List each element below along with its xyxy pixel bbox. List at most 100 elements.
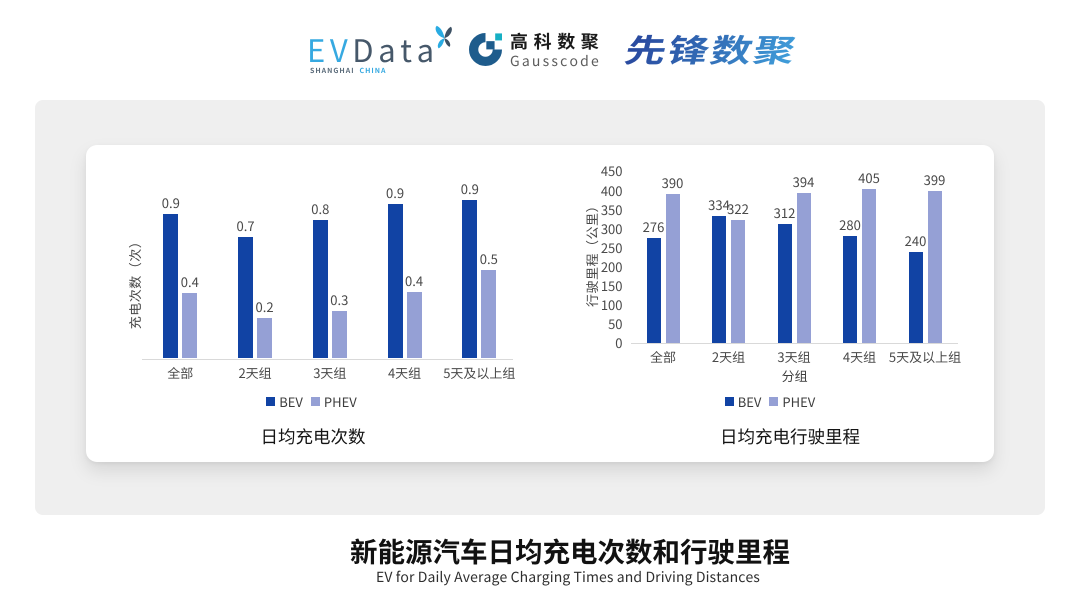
gausscode-logo: 高科数聚 Gausscode [469, 28, 605, 71]
bar-value-label: 394 [792, 171, 815, 191]
bar-value-label: 322 [727, 199, 749, 219]
footer-title: 新能源汽车日均充电次数和行驶里程 [350, 530, 790, 570]
evdata-logo: EVData SHANGHAI CHINA [307, 32, 439, 77]
chart-legend: BEV PHEV [650, 394, 890, 410]
evdata-data-text: Data [352, 26, 439, 71]
bar-bev-5 [462, 200, 478, 359]
category-label: 4天组 [387, 362, 422, 382]
legend-swatch-icon [769, 397, 779, 406]
evdata-shanghai-text: SHANGHAI [310, 66, 355, 76]
bar-value-label: 276 [642, 216, 665, 236]
category-label: 3天组 [313, 362, 347, 382]
footer-subtitle: EV for Daily Average Charging Times and … [376, 567, 760, 587]
category-label: 2天组 [238, 362, 272, 382]
bar-value-label: 0.4 [180, 272, 199, 292]
x-axis-line [630, 343, 958, 345]
legend-swatch-icon [310, 397, 320, 406]
bar-value-label: 0.8 [311, 199, 330, 219]
y-tick-label: 250 [600, 237, 623, 257]
bar-phev-3 [796, 192, 811, 344]
category-label: 全部 [649, 347, 676, 366]
bar-value-label: 0.4 [405, 271, 424, 291]
xianfeng-text: 先锋数聚 [620, 24, 803, 72]
bar-bev-2 [238, 237, 254, 359]
legend-label: BEV [737, 391, 762, 411]
bar-phev-3 [331, 310, 347, 359]
bar-bev-1 [646, 237, 661, 344]
category-label: 2天组 [711, 347, 746, 366]
y-tick-label: 200 [600, 256, 623, 276]
legend-item-bev: BEV [266, 391, 303, 411]
y-tick-label: 0 [615, 333, 623, 353]
bar-value-label: 399 [923, 169, 946, 189]
gausscode-latin-text: Gausscode [510, 51, 601, 71]
bar-value-label: 0.9 [161, 192, 180, 212]
bar-value-label: 0.9 [460, 179, 479, 199]
legend-label: BEV [279, 391, 303, 411]
y-tick-label: 50 [608, 314, 623, 334]
legend-item-bev: BEV [724, 391, 762, 411]
chart-title-1: 日均充电次数 [260, 423, 366, 449]
evdata-wordmark: EVData [307, 32, 439, 66]
y-tick-label: 100 [600, 295, 623, 315]
bar-phev-1 [182, 293, 198, 359]
y-axis-title: 充电次数（次） [125, 234, 144, 329]
bar-value-label: 390 [661, 173, 684, 193]
chart-title-2: 日均充电行驶里程 [720, 423, 860, 449]
y-tick-label: 150 [600, 276, 623, 295]
xianfeng-logo: 先锋数聚 [621, 25, 803, 72]
chart-legend: BEV PHEV [192, 394, 432, 410]
pinwheel-icon [435, 25, 452, 49]
category-label: 5天及以上组 [443, 362, 516, 382]
x-axis-title: 分组 [781, 365, 808, 385]
bar-value-label: 240 [904, 230, 927, 250]
bar-value-label: 334 [708, 194, 730, 214]
bar-phev-5 [481, 270, 497, 359]
bar-value-label: 312 [773, 203, 796, 223]
category-label: 4天组 [842, 347, 877, 366]
legend-item-phev: PHEV [769, 391, 816, 411]
bar-phev-5 [927, 190, 942, 344]
bar-bev-3 [777, 224, 792, 344]
gausscode-cjk-text: 高科数聚 [510, 28, 605, 54]
evdata-subtext: SHANGHAI CHINA [310, 66, 439, 76]
footer: 新能源汽车日均充电次数和行驶里程 EV for Daily Average Ch… [30, 532, 1080, 586]
chart-card: 0.9 0.4 全部 0.7 0.2 2天组 0.8 0.3 3天组 0.9 0.4 4天组 0.9 0.… [86, 145, 994, 462]
bar-value-label: 0.7 [236, 216, 255, 236]
category-label: 全部 [167, 362, 194, 382]
y-tick-label: 350 [600, 199, 623, 219]
bar-value-label: 0.9 [386, 182, 405, 202]
legend-label: PHEV [323, 391, 357, 411]
y-tick-label: 450 [600, 161, 623, 181]
bar-bev-4 [843, 236, 857, 344]
bar-value-label: 0.2 [255, 297, 274, 317]
evdata-ev-text: EV [307, 26, 353, 71]
bar-bev-1 [163, 213, 179, 359]
bar-phev-2 [731, 220, 745, 344]
legend-swatch-icon [266, 397, 276, 406]
category-label: 3天组 [777, 347, 811, 366]
bar-phev-2 [257, 318, 273, 359]
bar-phev-4 [406, 292, 422, 359]
x-axis-line [141, 358, 513, 360]
legend-item-phev: PHEV [310, 391, 357, 411]
evdata-china-text: CHINA [359, 66, 387, 76]
y-tick-label: 400 [600, 180, 623, 200]
category-label: 5天及以上组 [888, 347, 962, 366]
legend-swatch-icon [724, 397, 734, 406]
bar-bev-5 [908, 251, 923, 344]
bar-value-label: 0.5 [479, 249, 498, 269]
gausscode-ring-icon [469, 33, 502, 66]
y-tick-label: 300 [600, 218, 623, 238]
gausscode-text: 高科数聚 Gausscode [510, 28, 605, 71]
bar-value-label: 0.3 [330, 289, 349, 309]
bar-value-label: 280 [839, 215, 861, 235]
bar-bev-3 [312, 220, 328, 359]
bar-phev-4 [862, 188, 876, 344]
y-axis-title: 行驶里程（公里） [582, 199, 601, 308]
bar-bev-2 [712, 215, 726, 344]
legend-label: PHEV [782, 391, 816, 411]
bar-value-label: 405 [858, 167, 880, 187]
bar-bev-4 [387, 203, 403, 359]
bar-phev-1 [665, 194, 680, 344]
